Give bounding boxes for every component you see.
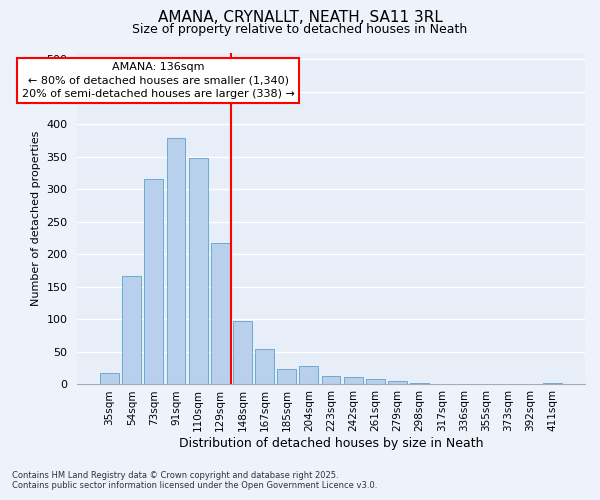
Text: AMANA, CRYNALLT, NEATH, SA11 3RL: AMANA, CRYNALLT, NEATH, SA11 3RL [158,10,442,25]
Bar [344,378,362,384]
Bar [211,243,230,384]
Y-axis label: Number of detached properties: Number of detached properties [31,131,41,306]
Bar [255,350,274,384]
Bar [543,383,562,384]
Bar [233,320,252,384]
Bar [100,374,119,384]
Text: AMANA: 136sqm
← 80% of detached houses are smaller (1,340)
20% of semi-detached : AMANA: 136sqm ← 80% of detached houses a… [22,62,295,98]
Bar [277,369,296,384]
Bar [388,380,407,384]
Bar [167,138,185,384]
Text: Contains HM Land Registry data © Crown copyright and database right 2025.
Contai: Contains HM Land Registry data © Crown c… [12,470,377,490]
Bar [410,382,429,384]
Text: Size of property relative to detached houses in Neath: Size of property relative to detached ho… [133,22,467,36]
X-axis label: Distribution of detached houses by size in Neath: Distribution of detached houses by size … [179,437,483,450]
Bar [145,180,163,384]
Bar [122,276,141,384]
Bar [189,158,208,384]
Bar [366,380,385,384]
Bar [322,376,340,384]
Bar [299,366,319,384]
